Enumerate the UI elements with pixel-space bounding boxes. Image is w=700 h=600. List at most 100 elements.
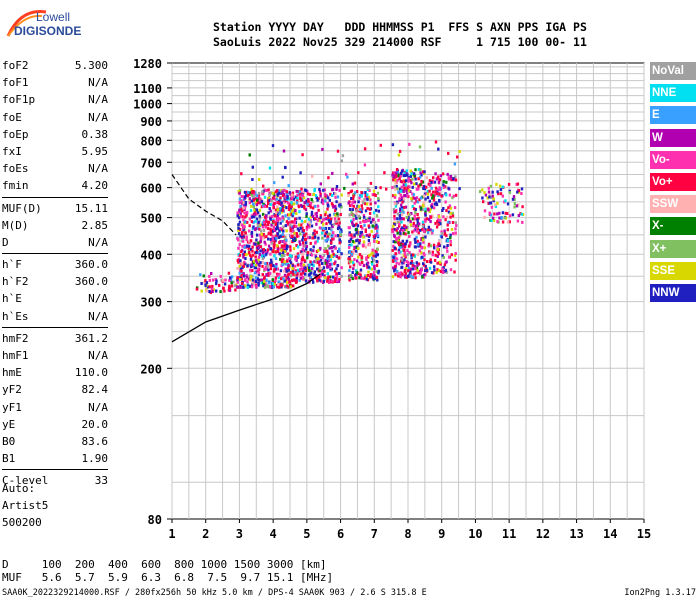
echo-pixel <box>263 276 266 280</box>
echo-pixel <box>449 233 452 237</box>
echo-pixel <box>448 204 452 208</box>
echo-pixel <box>241 232 244 236</box>
echo-pixel <box>228 286 231 290</box>
echo-pixel <box>421 224 425 228</box>
echo-pixel <box>315 273 318 277</box>
echo-pixel <box>243 208 247 211</box>
echo-pixel <box>254 276 258 280</box>
echo-pixel <box>439 270 443 273</box>
echo-pixel <box>322 279 326 283</box>
echo-pixel <box>425 185 428 189</box>
echo-pixel <box>448 193 452 197</box>
echo-pixel <box>399 210 402 214</box>
echo-pixel <box>443 229 446 233</box>
echo-pixel <box>335 221 339 225</box>
echo-pixel <box>377 196 380 200</box>
echo-pixel <box>415 196 419 200</box>
echo-pixel <box>250 199 253 203</box>
echo-pixel <box>240 172 243 176</box>
echo-pixel <box>245 213 248 217</box>
echo-pixel <box>397 190 400 194</box>
param-name: hmF2 <box>2 331 29 345</box>
echo-pixel <box>318 187 321 191</box>
param-separator <box>2 196 108 198</box>
echo-pixel <box>296 272 299 276</box>
echo-pixel <box>266 227 270 231</box>
echo-pixel <box>372 254 375 258</box>
echo-pixel <box>236 276 239 280</box>
echo-pixel <box>209 291 212 294</box>
param-name: foEs <box>2 162 29 176</box>
echo-pixel <box>263 280 266 283</box>
echo-pixel <box>416 239 419 243</box>
echo-pixel <box>358 261 361 265</box>
echo-pixel <box>321 198 324 202</box>
echo-pixel <box>326 201 329 205</box>
echo-pixel <box>250 215 254 219</box>
echo-pixel <box>406 186 409 190</box>
echo-pixel <box>302 241 305 245</box>
echo-pixel <box>270 199 273 203</box>
echo-pixel <box>318 219 321 223</box>
echo-pixel <box>299 198 303 202</box>
param-name: foF1p <box>2 93 36 107</box>
parameter-panel: foF2 5.300 foF1 N/A foF1p N/A foE N/A foEp 0.38 fx… <box>2 57 108 490</box>
echo-pixel <box>251 285 254 289</box>
echo-pixel <box>239 285 242 289</box>
echo-pixel <box>427 244 430 248</box>
param-name: B1 <box>2 452 16 466</box>
echo-pixel <box>284 267 287 271</box>
logo-text-lowell: Lowell <box>36 10 71 24</box>
echo-pixel <box>357 247 360 251</box>
echo-pixel <box>431 229 434 233</box>
echo-pixel <box>411 264 414 268</box>
echo-pixel <box>208 274 211 278</box>
echo-pixel <box>279 257 282 261</box>
echo-pixel <box>436 255 439 258</box>
echo-pixel <box>393 202 396 206</box>
echo-pixel <box>323 192 327 196</box>
echo-pixel <box>369 273 372 276</box>
echo-pixel <box>396 187 399 191</box>
y-tick-label: 200 <box>140 362 162 376</box>
param-name: hmE <box>2 366 22 380</box>
echo-pixel <box>362 214 366 217</box>
legend-item-xminus: X- <box>650 217 696 236</box>
echo-pixel <box>413 182 416 186</box>
echo-pixel <box>306 192 310 196</box>
echo-pixel <box>447 151 450 155</box>
echo-pixel <box>288 191 291 195</box>
echo-pixel <box>360 258 363 262</box>
echo-pixel <box>305 279 308 283</box>
echo-pixel <box>350 189 354 193</box>
echo-pixel <box>394 178 397 182</box>
echo-pixel <box>219 274 222 278</box>
echo-pixel <box>221 278 225 282</box>
echo-pixel <box>418 145 422 149</box>
echo-pixel <box>251 253 255 257</box>
echo-pixel <box>353 181 357 185</box>
echo-pixel <box>445 234 448 238</box>
echo-pixel <box>310 213 314 217</box>
echo-pixel <box>313 260 316 264</box>
echo-pixel <box>366 193 369 197</box>
echo-pixel <box>406 269 410 273</box>
echo-pixel <box>300 267 304 271</box>
echo-pixel <box>374 277 377 281</box>
echo-pixel <box>251 178 254 181</box>
echo-pixel <box>241 202 244 206</box>
echo-pixel <box>395 171 398 175</box>
echo-pixel <box>287 184 290 188</box>
param-separator <box>2 469 108 471</box>
echo-pixel <box>321 236 324 240</box>
echo-pixel <box>262 284 265 288</box>
echo-pixel <box>339 230 342 234</box>
echo-pixel <box>409 223 413 227</box>
echo-pixel <box>365 233 369 237</box>
echo-pixel <box>288 220 292 224</box>
echo-pixel <box>357 200 360 204</box>
echo-pixel <box>219 290 222 294</box>
echo-pixel <box>434 190 437 194</box>
echo-pixel <box>262 184 265 188</box>
echo-pixel <box>394 240 397 244</box>
